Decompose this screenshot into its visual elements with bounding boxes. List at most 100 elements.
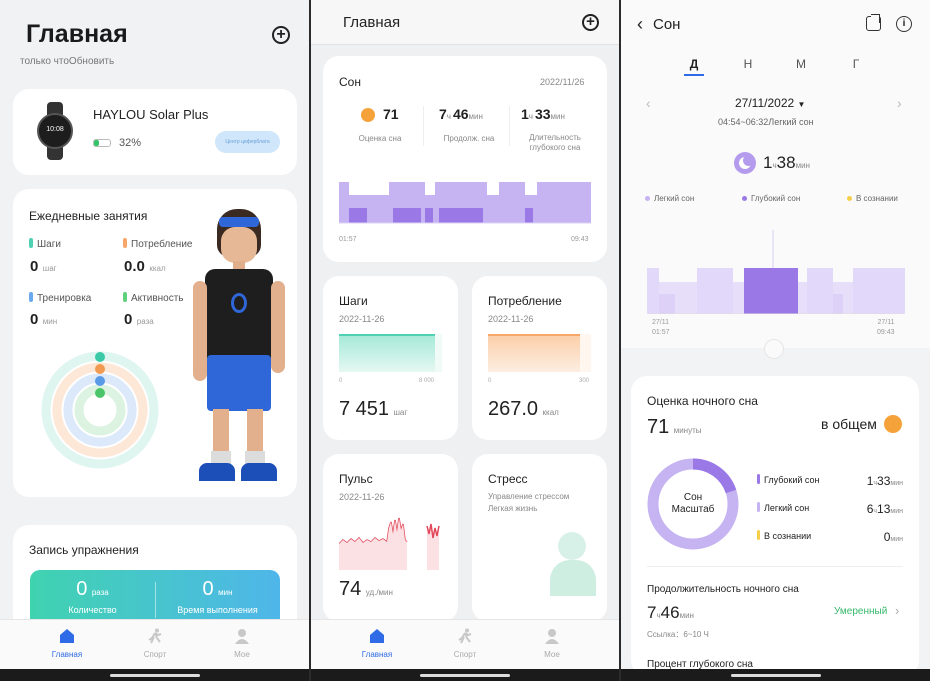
user-icon xyxy=(544,628,560,644)
calories-card[interactable]: Потребление 2022-11-26 0 300 267.0 ккал xyxy=(472,276,607,440)
calories-date: 2022-11-26 xyxy=(488,314,534,324)
running-icon xyxy=(457,628,473,644)
sleep-duration-label: Продолж. сна xyxy=(443,134,495,143)
sleep-date: 2022/11/26 xyxy=(540,77,585,87)
steps-date: 2022-11-26 xyxy=(339,314,385,324)
duration-reference: Ссылка：6~10 Ч xyxy=(647,630,709,639)
home-screen-1: Главная + только чтоОбновить 10:08 HAYLO… xyxy=(0,0,309,681)
training-ring-icon xyxy=(95,376,105,386)
prev-day-icon[interactable]: ‹ xyxy=(646,95,651,111)
daily-title: Ежедневные занятия xyxy=(29,209,148,223)
tab-week[interactable]: Н xyxy=(743,57,753,71)
user-icon xyxy=(234,628,250,644)
tab-year[interactable]: Г xyxy=(852,57,860,71)
calories-title: Потребление xyxy=(488,294,562,308)
pulse-chart xyxy=(339,517,440,570)
chevron-right-icon[interactable]: › xyxy=(895,603,900,618)
activity-value: 0 раза xyxy=(124,311,154,328)
calories-axis-max: 300 xyxy=(579,378,590,384)
steps-progress xyxy=(339,334,442,372)
deep-percent-title: Процент глубокого сна xyxy=(647,659,753,670)
selected-range: 04:54~06:32Легкий сон xyxy=(718,117,814,127)
calories-stat: Потребление xyxy=(123,238,192,250)
chevron-down-icon: ▼ xyxy=(797,100,806,109)
tab-sport[interactable]: Спорт xyxy=(435,628,495,659)
score-title: Оценка ночного сна xyxy=(647,394,758,408)
chart-scroll-handle[interactable] xyxy=(764,339,784,359)
next-day-icon[interactable]: › xyxy=(897,95,902,111)
info-icon[interactable]: i xyxy=(896,16,912,32)
score-value: 71 минуты xyxy=(647,416,702,438)
stress-card[interactable]: Стресс Управление стрессом Легкая жизнь xyxy=(472,454,607,622)
running-icon xyxy=(147,628,163,644)
stress-title: Стресс xyxy=(488,472,528,486)
watch-image: 10:08 xyxy=(37,102,73,160)
bottom-tab-bar: Главная Спорт Мое xyxy=(0,619,309,669)
battery-level: 32% xyxy=(119,137,142,149)
calories-progress xyxy=(488,334,591,372)
tab-home[interactable]: Главная xyxy=(347,628,407,659)
deep-sleep-label: Длительность глубокого сна xyxy=(529,133,581,152)
tab-sport[interactable]: Спорт xyxy=(125,628,185,659)
sleep-card[interactable]: Сон 2022/11/26 71 Оценка сна 7ч 46мин Про… xyxy=(323,56,607,262)
sleep-face-icon xyxy=(361,108,375,122)
calories-value: 267.0 ккал xyxy=(488,398,559,420)
tab-home[interactable]: Главная xyxy=(37,628,97,659)
tab-month[interactable]: М xyxy=(796,57,806,71)
sleep-score-card: Оценка ночного сна 71 минуты в общем Сон… xyxy=(631,376,919,676)
steps-ring-icon xyxy=(95,352,105,362)
sad-face-icon xyxy=(884,415,902,433)
sleep-score-label: Оценка сна xyxy=(358,134,402,143)
home-indicator xyxy=(0,669,309,681)
pulse-value: 74 уд./мин xyxy=(339,578,393,600)
daily-activity-card[interactable]: Ежедневные занятия Шаги 0 шаг Потреблени… xyxy=(13,189,297,497)
page-title: Главная xyxy=(26,20,128,48)
stress-illustration xyxy=(550,532,596,596)
share-icon[interactable] xyxy=(866,14,881,31)
tab-day[interactable]: Д xyxy=(689,57,699,71)
workout-title: Запись упражнения xyxy=(29,543,139,557)
axis-start: 27/11 01:57 xyxy=(652,319,670,336)
home-indicator xyxy=(311,669,619,681)
duration-value: 7ч46мин xyxy=(647,603,694,622)
awake-value: 0мин xyxy=(883,530,903,544)
steps-card[interactable]: Шаги 2022-11-26 0 8 000 7 451 шаг xyxy=(323,276,458,440)
sleep-title: Сон xyxy=(339,75,361,89)
add-icon[interactable]: + xyxy=(582,14,599,31)
sleep-start-time: 01:57 xyxy=(339,236,357,243)
home-icon xyxy=(369,628,385,644)
steps-value: 7 451 шаг xyxy=(339,398,408,420)
home-indicator xyxy=(621,669,930,681)
overall-rating: в общем xyxy=(821,416,877,432)
deep-sleep-value: 1ч33мин xyxy=(866,474,903,488)
pulse-title: Пульс xyxy=(339,472,373,486)
moon-icon xyxy=(734,152,756,174)
legend-light: Легкий сон xyxy=(645,194,694,203)
activity-stat: Активность xyxy=(123,292,184,304)
legend-awake: В сознании xyxy=(847,194,898,203)
steps-title: Шаги xyxy=(339,294,368,308)
pulse-card[interactable]: Пульс 2022-11-26 74 уд./мин xyxy=(323,454,458,622)
sleep-ratio-ring xyxy=(647,458,739,550)
device-card[interactable]: 10:08 HAYLOU Solar Plus 32% Центр циферб… xyxy=(13,89,297,175)
pulse-date: 2022-11-26 xyxy=(339,492,385,502)
axis-end: 27/11 09:43 xyxy=(877,319,895,336)
add-icon[interactable]: + xyxy=(272,26,290,44)
activity-ring-icon xyxy=(95,388,105,398)
duration-status[interactable]: Умеренный xyxy=(834,606,888,617)
light-sleep-value: 6ч13мин xyxy=(866,502,903,516)
date-selector[interactable]: 27/11/2022 ▼ xyxy=(735,96,806,110)
tab-me[interactable]: Мое xyxy=(212,628,272,659)
home-screen-2: Главная + Сон 2022/11/26 71 Оценка сна 7… xyxy=(311,0,619,681)
back-icon[interactable]: ‹ xyxy=(637,14,643,34)
ring-label: Сон Масштаб xyxy=(671,492,715,515)
stress-desc-2: Легкая жизнь xyxy=(488,504,538,513)
tab-me[interactable]: Мое xyxy=(522,628,582,659)
training-stat: Тренировка xyxy=(29,292,91,304)
refresh-status[interactable]: только чтоОбновить xyxy=(20,56,115,67)
home-icon xyxy=(59,628,75,644)
sleep-duration: 7ч 46мин xyxy=(439,106,483,122)
device-name: HAYLOU Solar Plus xyxy=(93,107,209,122)
sleep-score: 71 xyxy=(383,106,399,122)
watchface-center-button[interactable]: Центр циферблата xyxy=(215,131,280,153)
